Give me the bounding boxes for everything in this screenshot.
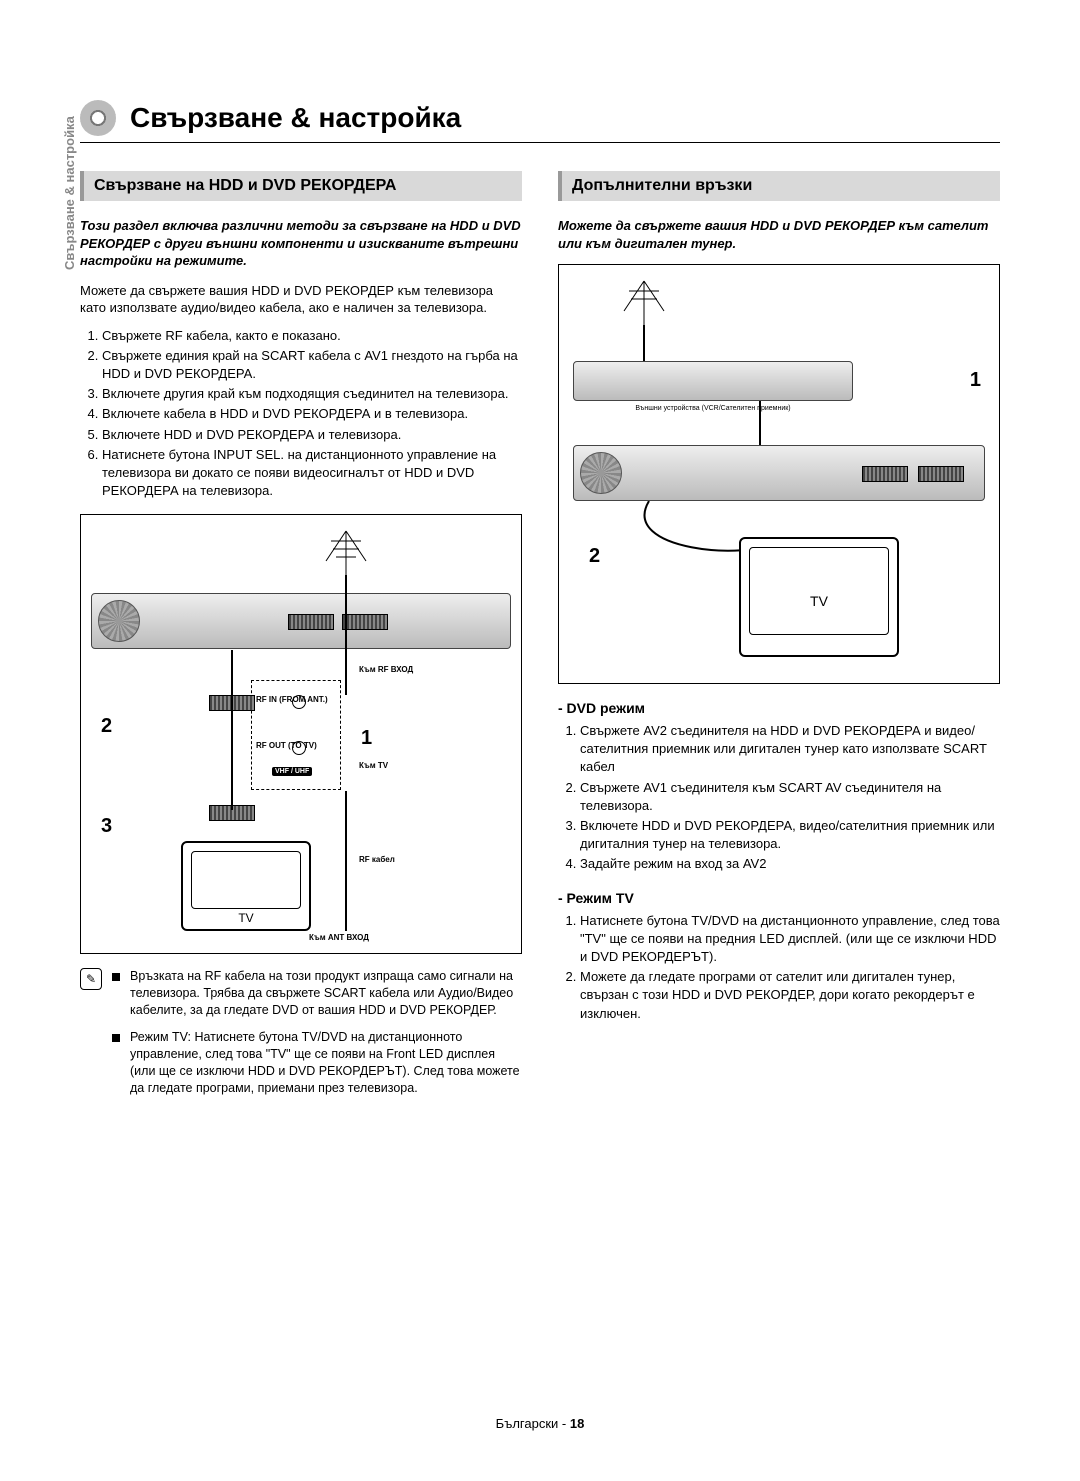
left-para: Можете да свържете вашия HDD и DVD РЕКОР…	[80, 282, 522, 317]
left-section-title: Свързване на HDD и DVD РЕКОРДЕРА	[80, 171, 522, 201]
left-figure: RF IN (FROM ANT.) RF OUT (TO TV) VHF / U…	[80, 514, 522, 954]
badge-2: 2	[589, 545, 600, 568]
badge-1: 1	[970, 369, 981, 392]
step: Можете да гледате програми от сателит ил…	[580, 968, 1000, 1023]
dvd-steps: Свържете AV2 съединителя на HDD и DVD РЕ…	[558, 722, 1000, 874]
right-figure: Външни устройства (VCR/Сателитен приемни…	[558, 264, 1000, 684]
dvd-mode-heading: - DVD режим	[558, 700, 1000, 716]
cable	[345, 791, 347, 931]
to-tv-label: Към TV	[359, 761, 388, 770]
external-device	[573, 361, 853, 401]
rf-in-label: RF IN (FROM ANT.)	[256, 695, 328, 704]
side-tab: Свързване & настройка	[62, 116, 77, 270]
chapter-title: Свързване & настройка	[130, 102, 461, 134]
tv-screen	[191, 851, 301, 909]
badge-1: 1	[361, 727, 372, 750]
right-column: Допълнителни връзки Можете да свържете в…	[558, 171, 1000, 1107]
footer-lang: Български	[496, 1416, 559, 1431]
step: Включете HDD и DVD РЕКОРДЕРА и телевизор…	[102, 426, 522, 444]
step: Включете HDD и DVD РЕКОРДЕРА, видео/сате…	[580, 817, 1000, 853]
chapter-header: Свързване & настройка	[80, 100, 1000, 143]
step: Включете другия край към подходящия съед…	[102, 385, 522, 403]
ext-device-label: Външни устройства (VCR/Сателитен приемни…	[573, 405, 853, 412]
footer-page: 18	[570, 1416, 584, 1431]
scart-port	[288, 614, 334, 630]
step: Свържете AV2 съединителя на HDD и DVD РЕ…	[580, 722, 1000, 777]
tv-label: TV	[741, 593, 897, 609]
badge-2: 2	[101, 715, 112, 738]
cable	[345, 575, 347, 695]
left-intro: Този раздел включва различни методи за с…	[80, 217, 522, 270]
recorder-back-panel	[573, 445, 985, 501]
note-text: Връзката на RF кабела на този продукт из…	[130, 968, 522, 1019]
note-2: Режим TV: Натиснете бутона TV/DVD на дис…	[80, 1029, 522, 1097]
note-text: Режим TV: Натиснете бутона TV/DVD на дис…	[130, 1029, 522, 1097]
cable	[643, 325, 645, 361]
step: Включете кабела в HDD и DVD РЕКОРДЕРА и …	[102, 405, 522, 423]
bullet-icon	[112, 1034, 120, 1042]
bullet-icon	[112, 973, 120, 981]
step: Свържете RF кабела, както е показано.	[102, 327, 522, 345]
cable	[231, 650, 233, 810]
tv-screen	[749, 547, 889, 635]
step: Задайте режим на вход за AV2	[580, 855, 1000, 873]
left-steps: Свържете RF кабела, както е показано. Св…	[80, 327, 522, 501]
to-ant-in-label: Към ANT ВХОД	[309, 933, 369, 942]
note-icon: ✎	[80, 968, 102, 990]
note-1: ✎ Връзката на RF кабела на този продукт …	[80, 968, 522, 1019]
antenna-icon	[321, 521, 371, 581]
badge-3: 3	[101, 815, 112, 838]
step: Натиснете бутона TV/DVD на дистанционнот…	[580, 912, 1000, 967]
disc-icon	[80, 100, 116, 136]
vhf-uhf-chip: VHF / UHF	[272, 767, 312, 776]
tv-illustration: TV	[181, 841, 311, 931]
right-section-title: Допълнителни връзки	[558, 171, 1000, 201]
tv-steps: Натиснете бутона TV/DVD на дистанционнот…	[558, 912, 1000, 1023]
fan-icon	[580, 452, 622, 494]
cable	[759, 401, 761, 445]
scart-port	[862, 466, 908, 482]
step: Свържете AV1 съединителя към SCART AV съ…	[580, 779, 1000, 815]
step: Свържете единия край на SCART кабела с A…	[102, 347, 522, 383]
tv-illustration: TV	[739, 537, 899, 657]
left-column: Свързване на HDD и DVD РЕКОРДЕРА Този ра…	[80, 171, 522, 1107]
rf-out-label: RF OUT (TO TV)	[256, 741, 317, 750]
scart-port	[342, 614, 388, 630]
rf-cable-label: RF кабел	[359, 855, 395, 864]
rf-panel: RF IN (FROM ANT.) RF OUT (TO TV) VHF / U…	[251, 680, 341, 790]
to-rf-in-label: Към RF ВХОД	[359, 665, 413, 674]
page-footer: Български - 18	[0, 1416, 1080, 1431]
step: Натиснете бутона INPUT SEL. на дистанцио…	[102, 446, 522, 501]
scart-port	[918, 466, 964, 482]
tv-label: TV	[183, 911, 309, 925]
antenna-icon	[619, 271, 669, 331]
right-intro: Можете да свържете вашия HDD и DVD РЕКОР…	[558, 217, 1000, 252]
tv-mode-heading: - Режим TV	[558, 890, 1000, 906]
recorder-back-panel	[91, 593, 511, 649]
fan-icon	[98, 600, 140, 642]
